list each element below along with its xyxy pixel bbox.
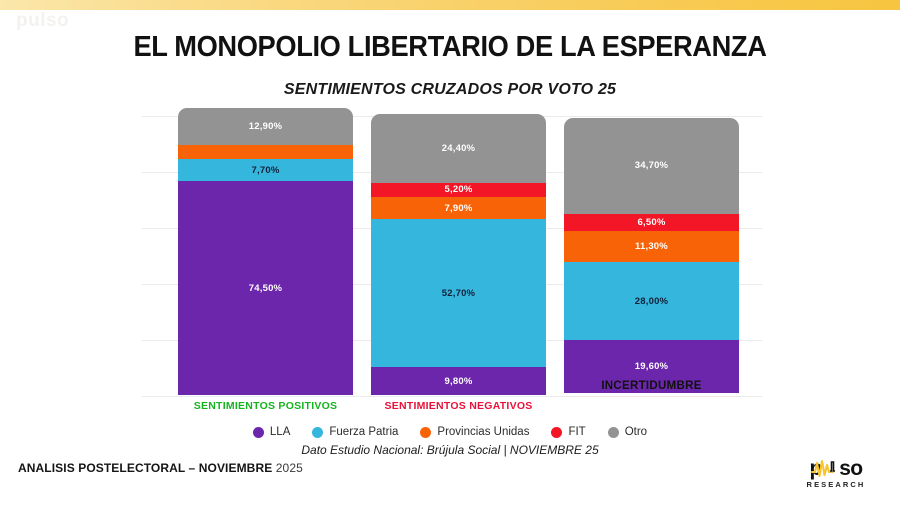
footer-caption-bold: ANALISIS POSTELECTORAL – NOVIEMBRE — [18, 461, 273, 475]
brand-logo-so: so — [839, 457, 863, 480]
legend-label: Otro — [624, 426, 648, 438]
bar-stack[interactable]: 24,40% 5,20% 7,90% 52,70% 9,80% — [371, 114, 546, 395]
legend-color-swatch — [551, 426, 563, 438]
page-subtitle: SENTIMIENTOS CRUZADOS POR VOTO 25 — [283, 81, 617, 98]
stacked-bar-group: 12,90% 7,70% 74,50% SENTIMIENTOS POSITIVOS 2… — [142, 108, 762, 412]
bar-segment-value-label: 24,40% — [441, 142, 476, 154]
chart-legend: LLA Fuerza Patria Provincias Unidas FIT Otro — [0, 426, 900, 438]
top-accent-bar — [0, 0, 900, 10]
bar-stack[interactable]: 34,70% 6,50% 11,30% 28,00% 19,60% — [564, 118, 739, 395]
legend-label: Fuerza Patria — [329, 426, 399, 438]
bar-category-label: SENTIMIENTOS POSITIVOS — [193, 400, 338, 412]
bar-segment[interactable]: 9,80% — [371, 367, 546, 395]
brand-logo-wordmark: pulso — [790, 458, 882, 479]
bar-segment[interactable]: 6,50% — [564, 213, 739, 232]
page-title: EL MONOPOLIO LIBERTARIO DE LA ESPERANZA — [133, 31, 767, 63]
bar-segment[interactable]: 52,70% — [371, 219, 546, 368]
bar-column: 12,90% 7,70% 74,50% SENTIMIENTOS POSITIVOS — [178, 108, 353, 412]
legend-color-swatch — [252, 426, 264, 438]
bar-stack[interactable]: 12,90% 7,70% 74,50% — [178, 108, 353, 395]
legend-color-swatch — [312, 426, 324, 438]
bar-segment-value-label: 28,00% — [634, 295, 669, 307]
chart-plot-area: 12,90% 7,70% 74,50% SENTIMIENTOS POSITIVOS 2… — [142, 108, 762, 412]
watermark-logo-text: pulso — [16, 10, 70, 31]
bar-segment-value-label: 34,70% — [634, 160, 669, 172]
bar-segment[interactable]: 19,60% — [564, 339, 739, 394]
bar-segment[interactable]: 11,30% — [564, 231, 739, 263]
legend-item[interactable]: Fuerza Patria — [312, 426, 398, 438]
gridline — [142, 396, 762, 397]
bar-segment[interactable]: 28,00% — [564, 262, 739, 340]
brand-logo-subtext: RESEARCH — [806, 480, 866, 489]
legend-label: Provincias Unidas — [437, 426, 530, 438]
legend-color-swatch — [420, 426, 432, 438]
bar-segment-value-label: 74,50% — [248, 282, 283, 294]
source-note: Dato Estudio Nacional: Brújula Social | … — [301, 443, 599, 457]
bar-segment-value-label: 52,70% — [441, 287, 476, 299]
legend-item[interactable]: Provincias Unidas — [420, 426, 529, 438]
bar-column: 24,40% 5,20% 7,90% 52,70% 9,80% SENTIMIENTOS … — [371, 108, 546, 412]
bar-segment[interactable]: 24,40% — [371, 114, 546, 183]
bar-segment-value-label: 7,90% — [444, 202, 473, 214]
bar-segment-value-label: 7,70% — [251, 164, 280, 176]
bar-segment-value-label: 12,90% — [248, 121, 283, 132]
legend-label: FIT — [568, 426, 586, 438]
bar-segment[interactable]: 7,90% — [371, 197, 546, 220]
bar-segment[interactable]: 7,70% — [178, 159, 353, 182]
legend-label: LLA — [269, 426, 291, 438]
bar-segment[interactable] — [178, 145, 353, 160]
bar-segment[interactable]: 74,50% — [178, 181, 353, 395]
bar-segment-value-label: 6,50% — [637, 216, 666, 228]
legend-item[interactable]: Otro — [607, 426, 648, 438]
legend-item[interactable]: LLA — [252, 426, 291, 438]
footer-caption: ANALISIS POSTELECTORAL – NOVIEMBRE 2025 — [18, 461, 303, 475]
legend-item[interactable]: FIT — [551, 426, 586, 438]
brand-logo-p: p — [809, 457, 822, 480]
bar-segment-value-label: 9,80% — [444, 375, 473, 387]
bar-segment-value-label: 5,20% — [444, 184, 473, 196]
bar-segment[interactable]: 34,70% — [564, 118, 739, 214]
bar-segment[interactable]: 12,90% — [178, 108, 353, 146]
legend-color-swatch — [607, 426, 619, 438]
bar-segment[interactable]: 5,20% — [371, 182, 546, 198]
bar-category-label: SENTIMIENTOS NEGATIVOS — [384, 400, 533, 412]
bar-category-label: INCERTIDUMBRE — [601, 380, 702, 392]
bar-segment-value-label: 11,30% — [635, 241, 668, 253]
footer-caption-year: 2025 — [275, 461, 303, 475]
bar-column: 34,70% 6,50% 11,30% 28,00% 19,60% INCERTIDUMB… — [564, 108, 739, 395]
brand-logo: pulso RESEARCH — [790, 458, 882, 496]
bar-segment-value-label: 19,60% — [634, 361, 669, 373]
